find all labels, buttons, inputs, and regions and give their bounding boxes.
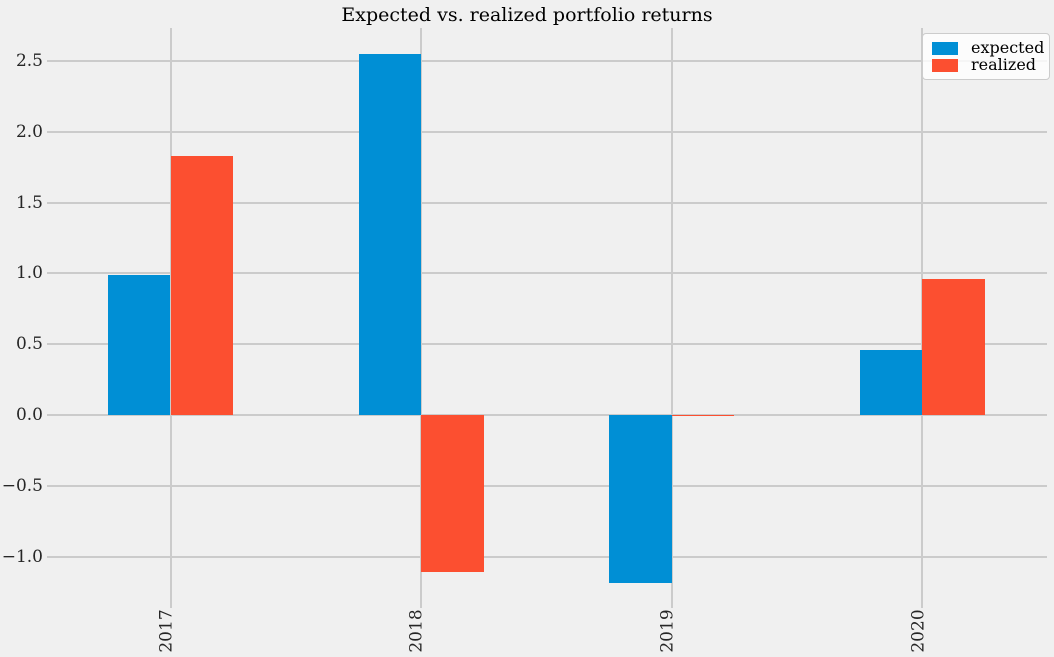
bar-realized-2017: [170, 155, 234, 415]
bar-expected-2018: [358, 54, 422, 415]
y-tick-label: −0.5: [1, 475, 43, 496]
y-gridline: [47, 201, 1047, 204]
x-gridline: [420, 28, 423, 608]
x-tick-label-text: 2020: [908, 609, 929, 653]
y-gridline: [47, 272, 1047, 275]
y-gridline: [47, 130, 1047, 133]
y-gridline: [47, 60, 1047, 63]
legend: expected realized: [922, 33, 1050, 80]
x-tick-label: 2018: [395, 609, 439, 653]
y-tick-label: 0.5: [15, 334, 43, 355]
x-tick-label: 2017: [145, 609, 189, 653]
bar-expected-2019: [609, 415, 672, 584]
x-tick-label-text: 2017: [156, 609, 177, 653]
x-tick-label-text: 2019: [657, 609, 678, 653]
y-tick-label: 1.5: [15, 192, 43, 213]
x-tick-label-text: 2018: [407, 609, 428, 653]
y-tick-label: 2.5: [15, 51, 43, 72]
bar-expected-2017: [107, 274, 171, 415]
legend-swatch-expected: [932, 41, 958, 55]
y-tick-label: −1.0: [1, 546, 43, 567]
chart-title: Expected vs. realized portfolio returns: [341, 4, 713, 26]
legend-item-expected: expected: [932, 40, 1044, 56]
legend-label-realized: realized: [971, 55, 1037, 74]
legend-label-expected: expected: [971, 38, 1045, 57]
y-gridline: [47, 414, 1047, 416]
y-tick-label: 0.0: [15, 405, 43, 425]
y-gridline: [47, 484, 1047, 487]
y-gridline: [47, 555, 1047, 558]
x-tick-label: 2019: [646, 609, 690, 653]
y-gridline: [47, 343, 1047, 346]
x-tick-label: 2020: [896, 609, 940, 653]
bar-realized-2018: [421, 415, 484, 573]
legend-swatch-realized: [932, 58, 958, 72]
x-gridline: [670, 28, 673, 608]
bar-realized-2019: [671, 415, 735, 417]
bar-expected-2020: [859, 349, 923, 415]
legend-item-realized: realized: [932, 57, 1040, 73]
y-tick-label: 1.0: [15, 263, 43, 284]
y-tick-label: 2.0: [15, 121, 43, 142]
bar-realized-2020: [922, 279, 985, 415]
